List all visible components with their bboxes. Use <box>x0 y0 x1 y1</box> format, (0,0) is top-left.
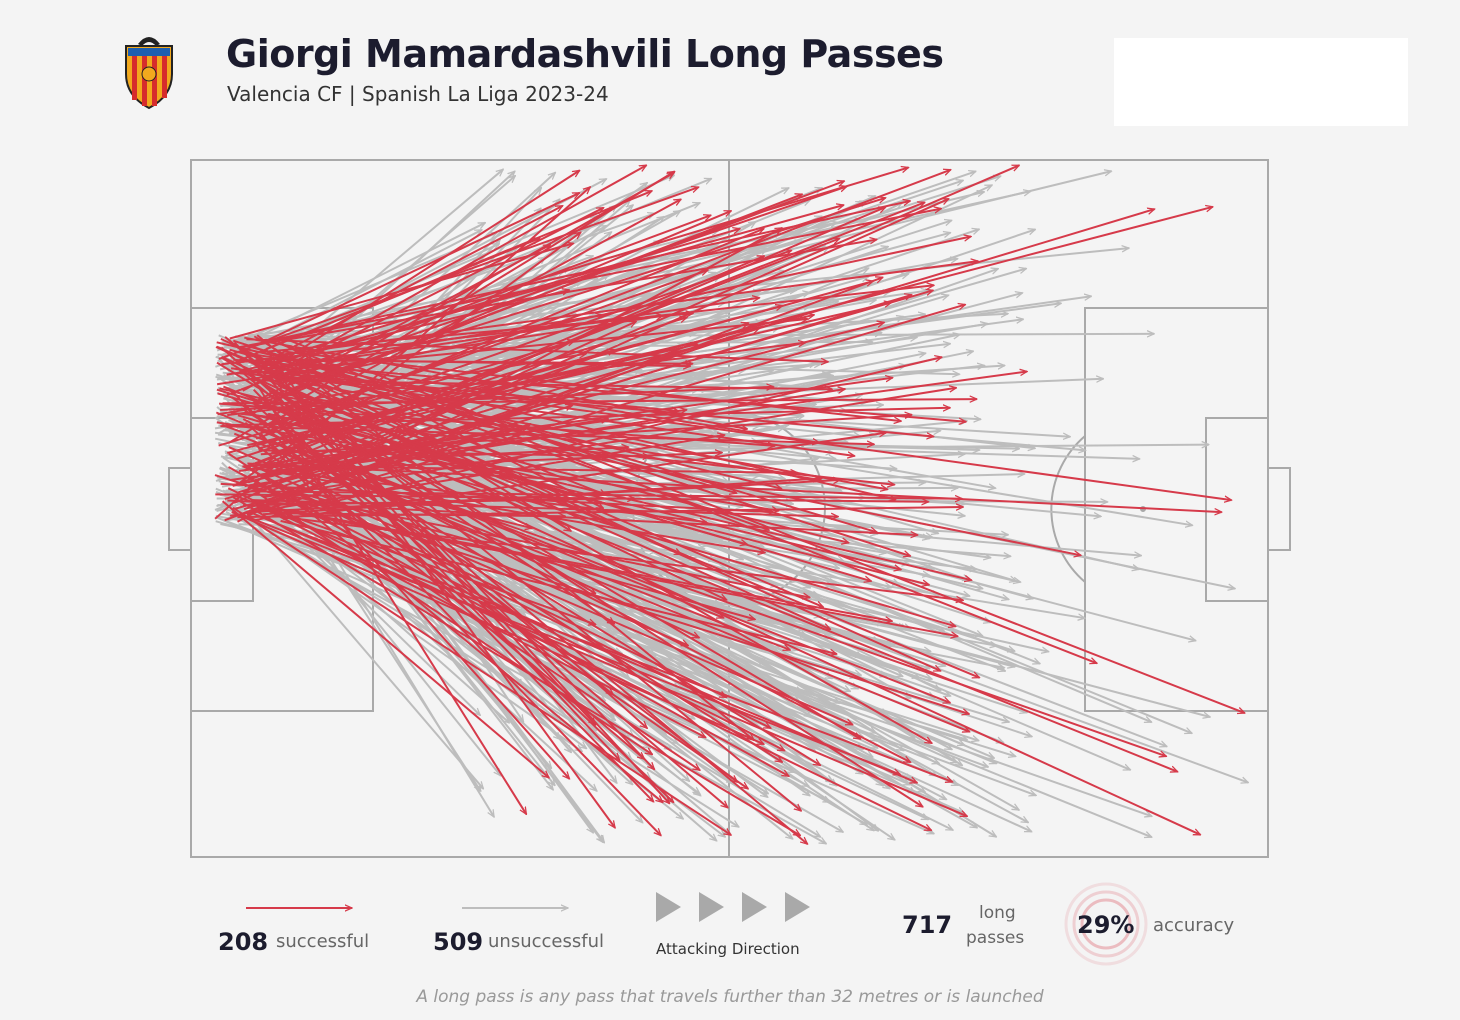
total-label-line2: passes <box>966 928 1025 948</box>
successful-pass-arrow-115 <box>257 385 528 814</box>
successful-pass-arrow-99 <box>224 295 912 501</box>
unsuccessful-count: 509 <box>433 928 484 956</box>
right-penalty-arc <box>1050 435 1086 583</box>
successful-pass-arrow-158 <box>256 202 925 465</box>
total-passes-count: 717 <box>902 911 953 939</box>
successful-pass-arrow-114 <box>216 421 779 510</box>
successful-pass-arrow-177 <box>250 277 883 513</box>
successful-pass-arrow-116 <box>271 439 782 763</box>
unsuccessful-pass-arrow-467 <box>258 514 931 652</box>
left-goal <box>168 467 192 551</box>
successful-pass-arrow-202 <box>231 396 738 782</box>
successful-pass-arrow-182 <box>255 250 792 440</box>
page-subtitle: Valencia CF | Spanish La Liga 2023-24 <box>227 82 609 106</box>
attacking-direction-icon <box>656 892 810 922</box>
successful-pass-arrow-128 <box>279 342 1097 664</box>
successful-passes <box>214 164 1245 844</box>
successful-pass-arrow-180 <box>253 209 732 411</box>
unsuccessful-pass-arrow-504 <box>218 477 977 570</box>
attacking-direction-label: Attacking Direction <box>656 940 800 958</box>
page-title: Giorgi Mamardashvili Long Passes <box>226 32 944 76</box>
successful-pass-arrow-154 <box>231 510 764 746</box>
successful-pass-arrow-141 <box>251 397 1200 836</box>
successful-pass-arrow-192 <box>278 237 971 385</box>
successful-pass-arrow-155 <box>275 201 910 341</box>
unsuccessful-label: unsuccessful <box>488 931 604 952</box>
successful-pass-arrow-189 <box>251 243 550 405</box>
successful-pass-arrow-164 <box>235 189 652 363</box>
successful-pass-arrow-102 <box>278 204 562 356</box>
successful-pass-arrow-87 <box>266 303 891 447</box>
successful-pass-arrow-8 <box>240 513 901 774</box>
successful-pass-arrow-110 <box>277 367 1232 500</box>
successful-pass-arrow-205 <box>227 499 917 536</box>
successful-pass-arrow-56 <box>218 187 699 360</box>
right-goal <box>1267 467 1291 551</box>
successful-pass-arrow-133 <box>221 357 923 807</box>
successful-pass-arrow-127 <box>265 170 580 373</box>
successful-label: successful <box>276 931 370 952</box>
unsuccessful-pass-arrow-433 <box>253 429 1139 459</box>
successful-pass-arrow-178 <box>241 371 808 844</box>
unsuccessful-pass-arrow-238 <box>243 487 821 838</box>
blank-panel <box>1114 38 1408 126</box>
unsuccessful-pass-arrow-439 <box>246 515 739 828</box>
legend <box>246 882 1148 966</box>
successful-pass-arrow-204 <box>219 402 775 446</box>
successful-pass-arrow-172 <box>215 411 724 619</box>
successful-pass-arrow-193 <box>239 351 819 443</box>
successful-pass-arrow-149 <box>227 343 805 417</box>
successful-pass-arrow-200 <box>252 467 707 522</box>
right-six-yard-box <box>1205 417 1269 602</box>
successful-pass-arrow-208 <box>252 402 728 808</box>
successful-pass-arrow-171 <box>282 433 525 478</box>
successful-pass-arrow-203 <box>233 358 966 422</box>
successful-pass-arrow-139 <box>281 359 693 363</box>
successful-pass-arrow-137 <box>232 322 885 487</box>
accuracy-label: accuracy <box>1153 915 1235 936</box>
successful-pass-arrow-165 <box>232 506 731 835</box>
total-label-line1: long <box>979 903 1016 923</box>
successful-pass-arrow-153 <box>244 389 846 488</box>
successful-pass-arrow-142 <box>277 384 980 679</box>
successful-pass-arrow-197 <box>239 205 843 373</box>
successful-pass-arrow-199 <box>282 395 1081 555</box>
successful-pass-arrow-78 <box>254 168 908 366</box>
unsuccessful-pass-arrow-474 <box>239 504 483 789</box>
successful-pass-arrow-185 <box>268 386 620 760</box>
successful-count: 208 <box>218 928 269 956</box>
successful-pass-arrow-21 <box>259 191 579 345</box>
successful-pass-arrow-168 <box>242 418 910 764</box>
successful-pass-arrow-85 <box>220 425 874 444</box>
successful-pass-arrow-45 <box>230 372 1028 481</box>
valencia-crest <box>125 37 173 110</box>
successful-pass-arrow-207 <box>226 315 603 376</box>
successful-pass-arrow-162 <box>260 206 603 383</box>
successful-pass-arrow-176 <box>277 523 953 782</box>
successful-pass-arrow-163 <box>269 390 821 481</box>
successful-pass-arrow-98 <box>226 215 711 396</box>
accuracy-rings <box>1064 882 1148 966</box>
successful-pass-arrow-136 <box>227 487 931 832</box>
successful-pass-arrow-186 <box>232 391 661 836</box>
footnote: A long pass is any pass that travels fur… <box>416 987 1044 1007</box>
successful-pass-arrow-206 <box>276 290 570 362</box>
accuracy-value: 29% <box>1077 911 1135 939</box>
successful-pass-arrow-109 <box>221 424 1166 756</box>
successful-pass-arrow-198 <box>260 415 901 570</box>
successful-pass-arrow-122 <box>251 379 832 389</box>
successful-pass-arrow-196 <box>221 500 549 778</box>
successful-pass-arrow-79 <box>229 435 725 517</box>
successful-pass-arrow-175 <box>260 181 844 402</box>
successful-pass-arrow-80 <box>260 505 917 784</box>
successful-pass-arrow-191 <box>232 496 800 837</box>
successful-pass-arrow-101 <box>238 209 942 349</box>
